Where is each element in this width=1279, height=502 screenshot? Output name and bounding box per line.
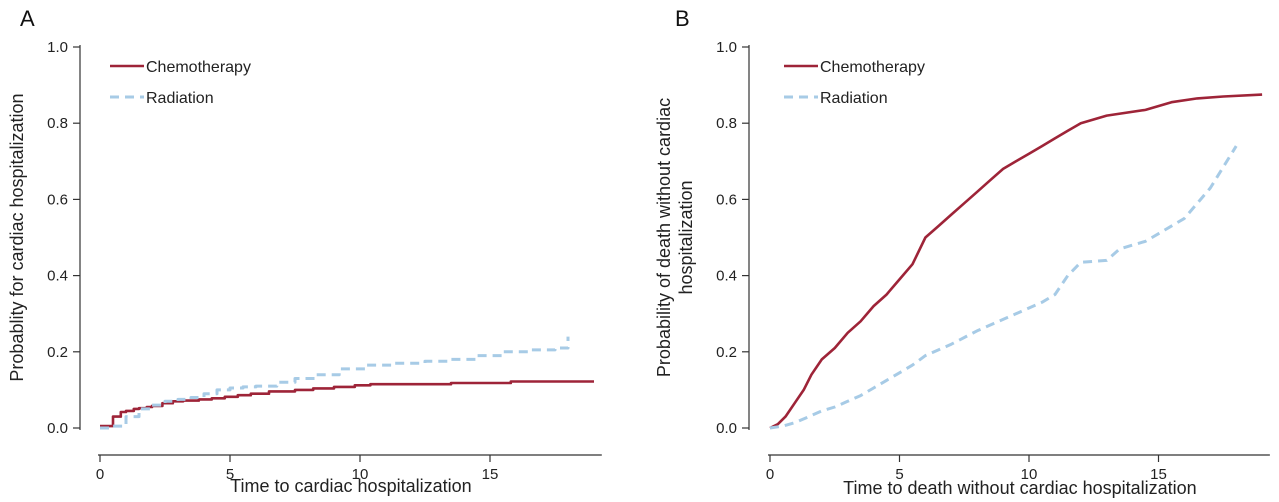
legend-label-chemotherapy: Chemotherapy — [146, 59, 251, 76]
y-axis-label-line: Probability of death without cardiac — [654, 98, 674, 377]
x-tick-label: 15 — [1150, 466, 1167, 483]
x-tick-label: 10 — [352, 466, 369, 483]
series-line-chemotherapy — [100, 380, 594, 428]
y-tick-label: 1.0 — [47, 39, 68, 56]
series-line-radiation — [100, 336, 570, 430]
y-axis-label-line: hospitalization — [676, 180, 696, 294]
y-axis-label: Probablity for cardiac hospitalization — [7, 93, 27, 381]
x-tick-label: 0 — [766, 466, 774, 483]
legend-label-radiation: Radiation — [820, 90, 888, 107]
x-axis-label: Time to death without cardiac hospitaliz… — [843, 478, 1197, 498]
x-tick-label: 5 — [895, 466, 903, 483]
y-tick-label: 0.6 — [716, 191, 737, 208]
y-tick-label: 0.8 — [716, 115, 737, 132]
series-line-chemotherapy — [769, 93, 1263, 430]
panel-a: A 0.0 0.2 0.4 0.6 0.8 1.0 0 5 10 15 Time to cardiac… — [7, 6, 602, 496]
panel-label: A — [20, 6, 35, 31]
y-tick-label: 1.0 — [716, 39, 737, 56]
y-axis-label: Probability of death without cardiac hosp… — [654, 98, 696, 377]
y-tick-label: 0.4 — [47, 268, 68, 285]
x-tick-label: 5 — [226, 466, 234, 483]
y-tick-label: 0.4 — [716, 268, 737, 285]
x-tick-label: 10 — [1021, 466, 1038, 483]
legend-label-radiation: Radiation — [146, 90, 214, 107]
y-tick-label: 0.0 — [716, 420, 737, 437]
panel-label: B — [675, 6, 690, 31]
y-tick-label: 0.6 — [47, 191, 68, 208]
y-tick-label: 0.2 — [47, 344, 68, 361]
y-tick-label: 0.0 — [47, 420, 68, 437]
series-line-radiation — [769, 145, 1238, 430]
legend-label-chemotherapy: Chemotherapy — [820, 59, 925, 76]
x-tick-label: 15 — [482, 466, 499, 483]
x-tick-label: 0 — [96, 466, 104, 483]
y-tick-label: 0.8 — [47, 115, 68, 132]
y-tick-label: 0.2 — [716, 344, 737, 361]
x-axis-label: Time to cardiac hospitalization — [230, 476, 471, 496]
